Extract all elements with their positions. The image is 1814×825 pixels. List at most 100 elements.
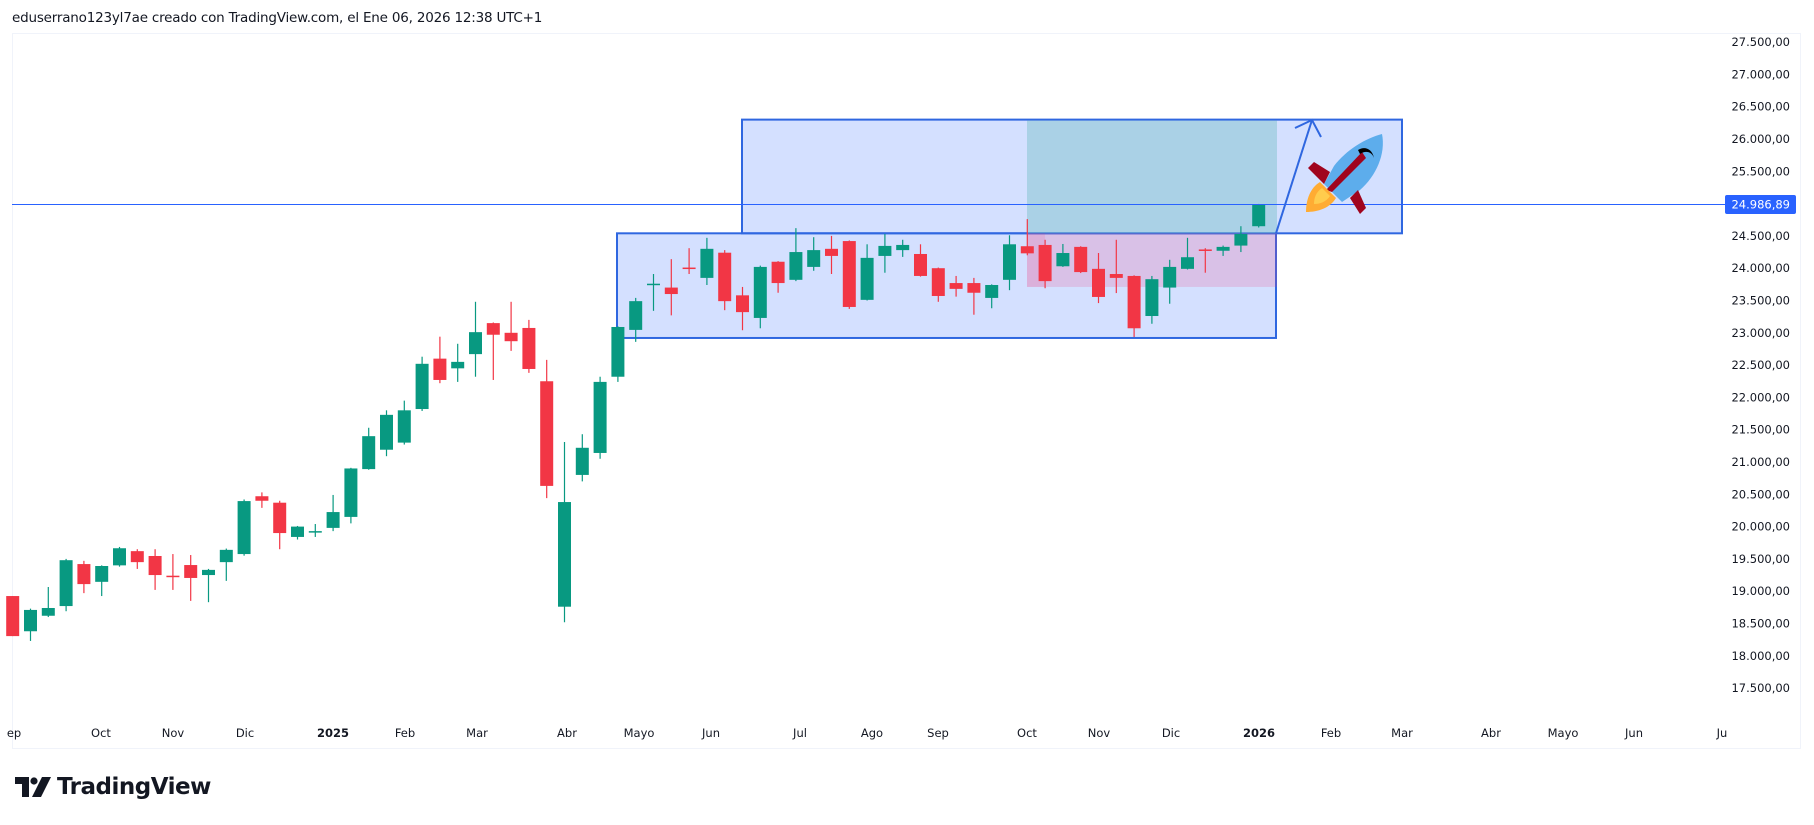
candle[interactable] xyxy=(219,548,233,581)
candle[interactable] xyxy=(148,549,162,590)
candle[interactable] xyxy=(1252,203,1266,228)
candle[interactable] xyxy=(237,499,251,556)
candle[interactable] xyxy=(825,235,838,275)
candle-body-down xyxy=(1109,274,1123,278)
candle-body-up xyxy=(362,436,376,470)
candle-body-down xyxy=(825,248,838,256)
candle[interactable] xyxy=(611,326,625,382)
candle[interactable] xyxy=(397,400,411,445)
candle[interactable] xyxy=(896,239,910,257)
candle[interactable] xyxy=(1092,253,1105,304)
candle[interactable] xyxy=(308,524,322,537)
candle[interactable] xyxy=(736,286,749,331)
candle[interactable] xyxy=(504,301,518,351)
candle[interactable] xyxy=(789,228,803,282)
candle[interactable] xyxy=(700,237,714,285)
candle[interactable] xyxy=(967,277,981,315)
candle[interactable] xyxy=(558,441,571,623)
time-axis[interactable]: ep Oct Nov Dic 2025 Feb Mar Abr Mayo Jun Jul Ago Sep… xyxy=(7,726,1728,740)
candle[interactable] xyxy=(629,297,643,342)
candle[interactable] xyxy=(807,237,821,271)
candle[interactable] xyxy=(95,565,109,597)
price-axis[interactable]: 27.500,00 27.000,00 26.500,00 26.000,00 25.5… xyxy=(1725,35,1796,695)
candle[interactable] xyxy=(291,525,304,540)
candle[interactable] xyxy=(771,261,785,293)
candle[interactable] xyxy=(202,568,215,603)
candle[interactable] xyxy=(1038,239,1052,289)
candle[interactable] xyxy=(664,259,678,316)
candle[interactable] xyxy=(130,549,144,569)
time-tick-label: 2026 xyxy=(1243,726,1275,740)
time-tick-label: 2025 xyxy=(317,726,349,740)
candle-body-down xyxy=(522,327,536,369)
candle-body-up xyxy=(1252,204,1266,227)
candle[interactable] xyxy=(451,343,465,382)
candle-body-up xyxy=(593,381,607,453)
candle[interactable] xyxy=(1127,275,1141,337)
arrow-line[interactable] xyxy=(1275,119,1313,234)
candle[interactable] xyxy=(1109,239,1123,294)
candle[interactable] xyxy=(77,560,91,594)
candles-layer xyxy=(6,203,1266,641)
time-tick-label: Sep xyxy=(927,726,949,740)
candle[interactable] xyxy=(718,250,732,311)
candle[interactable] xyxy=(1020,219,1034,256)
candle[interactable] xyxy=(113,546,126,567)
candle[interactable] xyxy=(255,492,269,508)
candle[interactable] xyxy=(273,500,287,550)
candle[interactable] xyxy=(469,301,482,377)
candle-body-up xyxy=(1145,279,1159,317)
candle[interactable] xyxy=(362,427,376,470)
candle[interactable] xyxy=(647,274,660,311)
candle[interactable] xyxy=(949,275,963,297)
candle[interactable] xyxy=(522,319,536,373)
breakout-box[interactable] xyxy=(741,118,1403,235)
candle[interactable] xyxy=(415,356,429,411)
candle[interactable] xyxy=(1216,245,1230,256)
candle[interactable] xyxy=(1181,237,1194,270)
candle[interactable] xyxy=(931,267,945,302)
price-tick-label: 21.000,00 xyxy=(1731,455,1790,469)
candle[interactable] xyxy=(1163,259,1177,304)
candle[interactable] xyxy=(59,558,73,612)
candle-body-down xyxy=(273,502,287,534)
time-tick-label: Ju xyxy=(1716,726,1728,740)
candle[interactable] xyxy=(860,244,874,301)
price-tick-label: 18.000,00 xyxy=(1731,649,1790,663)
candle[interactable] xyxy=(985,284,999,309)
candle[interactable] xyxy=(1234,226,1248,253)
candle[interactable] xyxy=(1198,248,1212,273)
candle[interactable] xyxy=(433,336,447,384)
candle[interactable] xyxy=(575,434,589,482)
candle[interactable] xyxy=(486,322,500,380)
candle[interactable] xyxy=(1074,246,1088,274)
candle[interactable] xyxy=(1003,235,1016,291)
candle[interactable] xyxy=(878,233,892,273)
candle[interactable] xyxy=(593,376,607,459)
candle[interactable] xyxy=(914,244,927,277)
price-tick-label: 18.500,00 xyxy=(1731,617,1790,631)
candle[interactable] xyxy=(184,555,198,601)
price-tick-label: 25.500,00 xyxy=(1731,164,1790,178)
candle-body-down xyxy=(931,268,945,296)
candle[interactable] xyxy=(842,240,856,309)
candle[interactable] xyxy=(24,608,37,641)
long-position-target-zone[interactable] xyxy=(1027,120,1277,234)
candle[interactable] xyxy=(6,596,20,637)
tradingview-logo[interactable]: TradingView xyxy=(15,774,211,800)
candle[interactable] xyxy=(166,554,180,590)
candle[interactable] xyxy=(1056,243,1070,267)
candle[interactable] xyxy=(344,467,358,524)
candle[interactable] xyxy=(380,410,393,457)
time-tick-label: Mar xyxy=(466,726,488,740)
price-tick-label: 22.500,00 xyxy=(1731,358,1790,372)
candle[interactable] xyxy=(753,265,767,329)
candle[interactable] xyxy=(682,248,696,275)
time-tick-label: Oct xyxy=(1017,726,1037,740)
price-tick-label: 23.500,00 xyxy=(1731,294,1790,308)
candle[interactable] xyxy=(1145,275,1159,324)
candle[interactable] xyxy=(41,587,55,618)
candle[interactable] xyxy=(540,359,554,499)
candle[interactable] xyxy=(326,494,340,532)
